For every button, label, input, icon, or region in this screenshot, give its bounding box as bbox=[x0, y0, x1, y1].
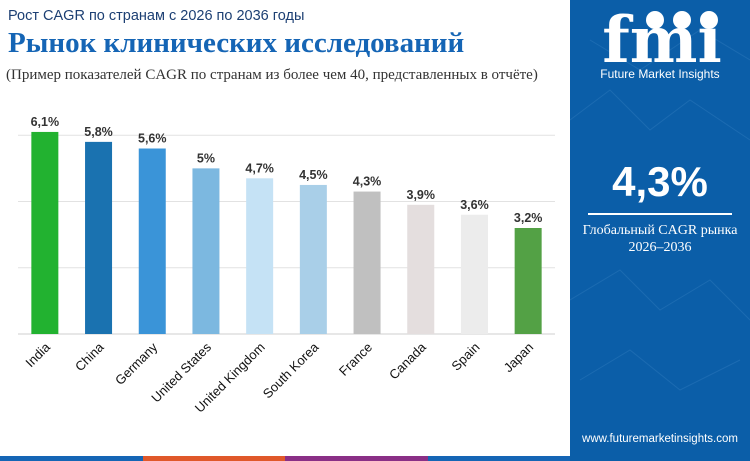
chart-note: (Пример показателей CAGR по странам из б… bbox=[6, 67, 538, 83]
website-url[interactable]: www.futuremarketinsights.com bbox=[582, 433, 738, 445]
bar-spain bbox=[460, 214, 488, 334]
divider bbox=[588, 213, 732, 215]
sidebar-panel: fmi Future Market Insights 4,3% Глобальн… bbox=[570, 0, 750, 461]
data-label: 6,1% bbox=[31, 115, 60, 129]
brand-name: Future Market Insights bbox=[600, 67, 720, 81]
data-label: 3,6% bbox=[460, 198, 489, 212]
bar-japan bbox=[514, 228, 542, 334]
strip-segment bbox=[427, 456, 570, 461]
data-label: 4,5% bbox=[299, 168, 328, 182]
global-cagr-period: 2026–2036 bbox=[628, 240, 692, 255]
globe-icon bbox=[700, 11, 718, 29]
data-label: 5,6% bbox=[138, 132, 167, 146]
fmi-logo: fmi bbox=[602, 6, 722, 68]
category-label: China bbox=[72, 339, 107, 374]
global-cagr-label: Глобальный CAGR рынка bbox=[582, 223, 738, 238]
strip-segment bbox=[0, 456, 143, 461]
bar-france bbox=[353, 191, 381, 334]
chart-subtitle: Рост CAGR по странам с 2026 по 2036 годы bbox=[8, 8, 305, 24]
category-label: France bbox=[336, 340, 375, 379]
bar-germany bbox=[138, 148, 166, 334]
strip-segment bbox=[142, 456, 285, 461]
bar-united-kingdom bbox=[246, 178, 274, 334]
bar-china bbox=[85, 141, 113, 334]
bottom-color-strip bbox=[0, 456, 570, 461]
background-pattern bbox=[570, 29, 750, 391]
bar-canada bbox=[407, 204, 435, 334]
bar-south-korea bbox=[299, 184, 327, 334]
globe-icon bbox=[646, 11, 664, 29]
category-label: South Korea bbox=[260, 339, 322, 401]
bar-india bbox=[31, 131, 59, 334]
data-label: 3,9% bbox=[407, 188, 436, 202]
category-label: India bbox=[22, 339, 53, 370]
data-label: 5,8% bbox=[84, 125, 113, 139]
bar-united-states bbox=[192, 168, 220, 334]
data-label: 3,2% bbox=[514, 211, 543, 225]
data-label: 4,3% bbox=[353, 175, 382, 189]
data-label: 5% bbox=[197, 151, 215, 165]
global-cagr-value: 4,3% bbox=[612, 158, 708, 205]
category-label: Canada bbox=[386, 339, 429, 382]
chart-title: Рынок клинических исследований bbox=[8, 27, 465, 59]
category-label: Germany bbox=[112, 339, 161, 388]
strip-segment bbox=[285, 456, 428, 461]
globe-icon bbox=[673, 11, 691, 29]
chart-panel: Рост CAGR по странам с 2026 по 2036 годы… bbox=[6, 8, 555, 416]
category-label: Japan bbox=[501, 340, 537, 376]
data-label: 4,7% bbox=[245, 161, 274, 175]
category-label: Spain bbox=[448, 340, 482, 374]
